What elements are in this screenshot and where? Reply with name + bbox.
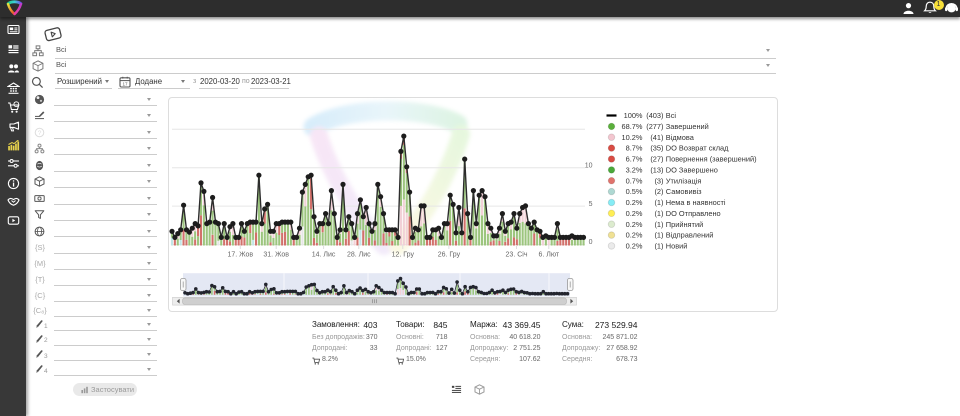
svg-text:DO Отправлено: DO Отправлено xyxy=(666,209,721,218)
svg-text:Утилізація: Утилізація xyxy=(666,176,702,185)
svg-text:Повернення (завершений): Повернення (завершений) xyxy=(666,155,757,164)
svg-text:DO Завершено: DO Завершено xyxy=(666,166,718,175)
svg-text:(403): (403) xyxy=(646,111,663,120)
svg-text:(13): (13) xyxy=(650,166,663,175)
svg-text:Нема в наявності: Нема в наявності xyxy=(666,198,726,207)
svg-text:68.7%: 68.7% xyxy=(622,122,643,131)
svg-text:14. Лис: 14. Лис xyxy=(312,251,336,258)
svg-text:(1): (1) xyxy=(654,231,663,240)
svg-text:23. Січ: 23. Січ xyxy=(506,250,528,258)
svg-text:10: 10 xyxy=(585,162,593,169)
svg-text:0.2%: 0.2% xyxy=(626,242,643,251)
svg-text:(3): (3) xyxy=(654,176,663,185)
svg-text:26. Гру: 26. Гру xyxy=(438,251,461,258)
svg-text:(41): (41) xyxy=(650,133,663,142)
svg-text:?: ? xyxy=(37,130,41,137)
svg-text:6. Лют: 6. Лют xyxy=(538,251,559,258)
svg-text:(27): (27) xyxy=(650,155,663,164)
svg-text:Відправлений: Відправлений xyxy=(666,231,714,240)
svg-text:Новий: Новий xyxy=(666,242,688,251)
svg-text:10.2%: 10.2% xyxy=(622,133,643,142)
svg-text:0.2%: 0.2% xyxy=(626,231,643,240)
svg-text:5: 5 xyxy=(589,201,593,208)
svg-text:28. Лис: 28. Лис xyxy=(347,251,371,258)
svg-text:3.2%: 3.2% xyxy=(626,166,643,175)
svg-text:0.7%: 0.7% xyxy=(626,176,643,185)
svg-text:(277): (277) xyxy=(646,122,663,131)
svg-text:Завершений: Завершений xyxy=(666,122,709,131)
svg-text:17. Жов: 17. Жов xyxy=(227,251,253,258)
svg-text:Всі: Всі xyxy=(666,111,677,120)
svg-text:Прийнятий: Прийнятий xyxy=(666,220,703,229)
svg-text:(35): (35) xyxy=(650,144,663,153)
svg-text:0.2%: 0.2% xyxy=(626,220,643,229)
svg-text:0.2%: 0.2% xyxy=(626,198,643,207)
svg-text:(1): (1) xyxy=(654,220,663,229)
svg-text:17: 17 xyxy=(122,82,128,87)
svg-text:0.5%: 0.5% xyxy=(626,187,643,196)
svg-text:0.2%: 0.2% xyxy=(626,209,643,218)
svg-text:(2): (2) xyxy=(654,187,663,196)
svg-text:8.7%: 8.7% xyxy=(626,144,643,153)
svg-text:DO Возврат склад: DO Возврат склад xyxy=(666,144,729,153)
svg-text:Відмова: Відмова xyxy=(666,133,695,142)
svg-text:12. Гру: 12. Гру xyxy=(392,251,415,258)
svg-text:(1): (1) xyxy=(654,242,663,251)
svg-text:Самовивіз: Самовивіз xyxy=(666,187,702,196)
svg-text:100%: 100% xyxy=(624,111,643,120)
svg-text:(1): (1) xyxy=(654,209,663,218)
svg-text:6.7%: 6.7% xyxy=(626,155,643,164)
svg-text:31. Жов: 31. Жов xyxy=(263,251,289,258)
svg-text:0: 0 xyxy=(589,239,593,246)
svg-text:(1): (1) xyxy=(654,198,663,207)
